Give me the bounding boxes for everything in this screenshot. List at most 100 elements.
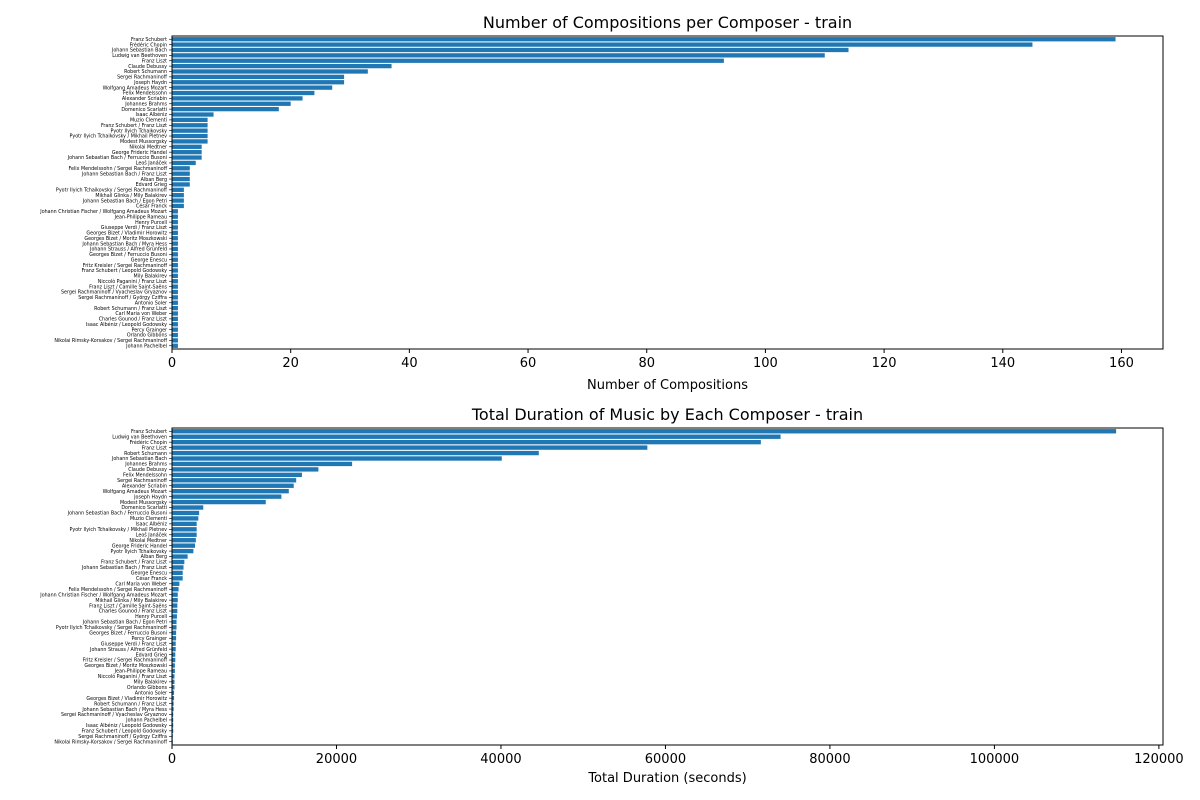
- compositions-x-tick-label: 100: [753, 356, 778, 371]
- compositions-category-label: Edvard Grieg: [136, 182, 167, 188]
- compositions-category-label: Niccolò Paganini / Franz Liszt: [98, 278, 167, 285]
- compositions-category-label: Johann Sebastian Bach / Myra Hess: [81, 241, 167, 247]
- compositions-bar: [172, 311, 178, 316]
- compositions-bar: [172, 106, 279, 112]
- compositions-category-label: Alexander Scriabin: [122, 96, 167, 102]
- duration-category-label: Leoš Janáček: [136, 531, 167, 538]
- compositions-bar: [172, 246, 178, 252]
- duration-category-label: Johann Sebastian Bach / Myra Hess: [81, 707, 167, 713]
- compositions-chart: Number of Compositions per Composer - tr…: [39, 13, 1164, 393]
- compositions-category-label: Antonio Soler: [135, 300, 167, 306]
- duration-bar: [172, 663, 175, 668]
- duration-bar: [172, 679, 175, 684]
- duration-bar: [172, 467, 319, 472]
- compositions-bar: [172, 338, 178, 343]
- duration-bar: [172, 527, 197, 532]
- compositions-category-label: Johann Sebastian Bach: [111, 48, 167, 54]
- duration-category-label: Franz Schubert: [131, 429, 167, 435]
- compositions-category-label: Georges Bizet / Ferruccio Busoni: [89, 252, 167, 258]
- compositions-category-label: Fritz Kreisler / Sergei Rachmaninoff: [83, 263, 168, 269]
- compositions-bar: [172, 225, 178, 230]
- duration-bar: [172, 538, 196, 543]
- compositions-category-label: George Enescu: [131, 257, 167, 263]
- duration-bar: [172, 608, 178, 614]
- duration-bar: [172, 657, 176, 663]
- duration-bar: [172, 559, 185, 565]
- compositions-bar: [172, 209, 178, 214]
- duration-category-label: Joseph Haydn: [133, 494, 167, 500]
- compositions-bar: [172, 128, 208, 133]
- compositions-bar: [172, 150, 202, 155]
- compositions-bar: [172, 53, 825, 58]
- duration-category-label: George Frideric Handel: [112, 543, 167, 549]
- compositions-bar: [172, 182, 190, 187]
- duration-bar: [172, 450, 539, 456]
- duration-category-label: Ludwig van Beethoven: [112, 434, 167, 440]
- compositions-bar: [172, 101, 291, 106]
- duration-category-label: Georges Bizet / Vladimir Horowitz: [86, 696, 167, 702]
- duration-category-label: Isaac Albéniz: [136, 521, 168, 528]
- duration-category-label: Pyotr Ilyich Tchaikovsky / Sergei Rachma…: [56, 625, 168, 631]
- duration-category-label: Domenico Scarlatti: [121, 505, 167, 511]
- compositions-bar: [172, 305, 178, 311]
- compositions-x-tick-label: 80: [638, 356, 655, 371]
- compositions-category-label: Franz Schubert / Franz Liszt: [101, 123, 167, 129]
- duration-chart: Total Duration of Music by Each Composer…: [39, 405, 1183, 786]
- duration-category-label: Carl Maria von Weber: [115, 581, 167, 587]
- compositions-bar: [172, 69, 368, 74]
- duration-bar: [172, 717, 174, 723]
- compositions-bar: [172, 193, 184, 198]
- compositions-x-axis-label: Number of Compositions: [587, 378, 748, 393]
- compositions-category-label: Charles Gounod / Franz Liszt: [99, 317, 167, 323]
- duration-category-label: Orlando Gibbons: [127, 685, 168, 691]
- compositions-category-label: Nikolai Rimsky-Korsakov / Sergei Rachman…: [54, 338, 167, 344]
- duration-category-label: Sergei Rachmaninoff / György Cziffra: [78, 734, 167, 740]
- duration-bar: [172, 554, 188, 559]
- compositions-category-label: Joseph Haydn: [133, 80, 167, 86]
- compositions-bar: [172, 279, 178, 284]
- duration-category-label: Felix Mendelssohn / Sergei Rachmaninoff: [69, 587, 168, 593]
- compositions-category-label: Pyotr Ilyich Tchaikovsky / Mikhail Pletn…: [69, 134, 167, 140]
- compositions-bar: [172, 80, 345, 85]
- compositions-bars: [172, 37, 1116, 348]
- duration-bar: [172, 581, 180, 586]
- compositions-category-label: Sergei Rachmaninoff / Vyacheslav Gryazno…: [61, 290, 167, 296]
- duration-plot-frame: [171, 427, 1164, 746]
- duration-category-label: Muzio Clementi: [130, 516, 167, 522]
- duration-category-label: Frédéric Chopin: [130, 439, 167, 446]
- compositions-category-label: César Franck: [136, 203, 167, 210]
- compositions-bar: [172, 176, 190, 182]
- compositions-bar: [172, 332, 178, 338]
- compositions-x-tick-label: 160: [1109, 356, 1134, 371]
- duration-category-label: Edvard Grieg: [136, 652, 167, 658]
- duration-category-label: George Enescu: [131, 571, 167, 577]
- duration-bar: [172, 565, 184, 570]
- duration-category-label: César Franck: [136, 575, 167, 582]
- duration-chart-title: Total Duration of Music by Each Composer…: [471, 405, 863, 424]
- compositions-bar: [172, 252, 178, 257]
- compositions-x-tick-label: 120: [872, 356, 897, 371]
- duration-bar: [172, 636, 177, 641]
- compositions-category-label: Johann Sebastian Bach / Ferruccio Busoni: [67, 155, 167, 161]
- duration-category-label: Percy Grainger: [131, 636, 167, 642]
- compositions-bar: [172, 187, 184, 192]
- duration-bar: [172, 614, 177, 619]
- compositions-category-label: Domenico Scarlatti: [121, 107, 167, 113]
- compositions-bar: [172, 273, 178, 279]
- duration-bar: [172, 434, 781, 439]
- duration-x-tick-label: 40000: [480, 752, 521, 767]
- compositions-category-label: Felix Mendelssohn / Sergei Rachmaninoff: [69, 166, 168, 172]
- duration-bar: [172, 674, 175, 679]
- compositions-bar: [172, 322, 178, 327]
- duration-bar: [172, 494, 282, 499]
- duration-category-label: Johannes Brahms: [124, 462, 167, 468]
- duration-bar: [172, 456, 502, 461]
- duration-category-label: Johann Sebastian Bach: [111, 456, 167, 462]
- duration-bar: [172, 690, 175, 695]
- compositions-bar: [172, 289, 178, 295]
- duration-x-tick-label: 60000: [645, 752, 686, 767]
- compositions-category-label: Wolfgang Amadeus Mozart: [103, 85, 167, 91]
- duration-category-label: Georges Bizet / Ferruccio Busoni: [89, 631, 167, 637]
- duration-category-label: Jean-Philippe Rameau: [114, 669, 167, 675]
